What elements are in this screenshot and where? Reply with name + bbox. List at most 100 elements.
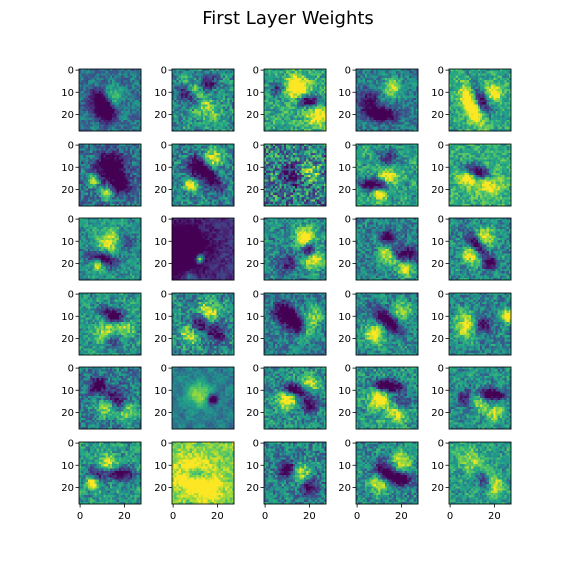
heat-cell [411, 128, 414, 132]
heat-cell [453, 117, 456, 121]
heat-cell [112, 192, 115, 196]
heat-cell [209, 111, 213, 114]
heat-cell [205, 159, 208, 163]
heat-cell [301, 108, 305, 112]
heat-cell [121, 155, 124, 158]
heat-cell [290, 88, 294, 92]
heat-cell [209, 155, 213, 158]
heat-cell [317, 93, 320, 96]
heat-cell [105, 71, 109, 74]
heat-cell [277, 126, 280, 130]
heat-cell [218, 119, 222, 123]
heat-cell [506, 88, 510, 92]
heat-cell [107, 124, 111, 127]
heat-cell [497, 117, 501, 121]
heat-cell [317, 119, 320, 123]
heat-cell [118, 111, 122, 114]
heat-cell [116, 122, 120, 125]
heat-cell [477, 119, 481, 123]
heat-cell [121, 82, 124, 85]
heat-cell [391, 108, 394, 112]
heat-cell [92, 199, 95, 202]
heat-cell [227, 115, 230, 119]
heat-cell [90, 170, 93, 174]
heat-cell [185, 150, 188, 154]
heat-cell [94, 108, 98, 112]
heat-cell [266, 113, 269, 116]
heat-cell [457, 108, 461, 112]
heat-cell [90, 148, 93, 151]
heat-cell [504, 117, 507, 121]
heat-cell [360, 124, 363, 127]
heat-cell [105, 82, 109, 85]
heat-cell [121, 161, 124, 165]
heat-cell [268, 126, 271, 130]
heat-cell [174, 73, 177, 76]
heat-cell [495, 80, 499, 83]
heat-cell [270, 69, 274, 72]
heat-cell [98, 91, 102, 94]
heat-cell [90, 126, 93, 130]
heat-cell [409, 80, 412, 83]
heat-cell [402, 69, 406, 72]
heat-cell [497, 122, 501, 125]
heat-cell [371, 106, 375, 110]
heat-cell [389, 71, 392, 74]
heat-cell [92, 188, 95, 191]
heat-cell [87, 117, 91, 121]
heat-cell [79, 93, 82, 96]
heat-cell [203, 124, 206, 127]
heat-cell [118, 84, 122, 88]
heat-cell [415, 113, 419, 116]
heat-cell [453, 69, 456, 72]
heat-cell [475, 80, 479, 83]
heat-cell [103, 181, 106, 185]
heat-cell [375, 73, 379, 76]
heat-cell [101, 163, 104, 167]
heat-cell [121, 124, 124, 127]
heat-cell [295, 117, 298, 121]
heat-cell [308, 73, 311, 76]
heat-cell [105, 126, 109, 130]
heat-cell [288, 97, 291, 101]
heat-cell [98, 108, 102, 112]
heat-cell [321, 93, 325, 96]
heat-cell [116, 199, 120, 202]
heat-cell [132, 201, 135, 205]
heat-cell [209, 100, 213, 103]
heat-cell [367, 93, 370, 96]
heat-cell [107, 150, 111, 154]
heat-cell [290, 80, 294, 83]
heat-cell [292, 122, 296, 125]
heat-cell [92, 75, 95, 79]
heat-cell [118, 203, 122, 207]
heat-cell [457, 102, 461, 105]
heat-cell [114, 97, 117, 101]
heat-cell [174, 122, 177, 125]
heat-cell [286, 115, 289, 119]
heat-cell [415, 91, 419, 94]
heat-cell [499, 108, 503, 112]
heat-cell [121, 179, 124, 182]
heat-cell [185, 119, 188, 123]
heat-cell [200, 106, 204, 110]
heat-cell [203, 152, 206, 156]
heat-cell [112, 122, 115, 125]
heat-cell [189, 75, 193, 79]
heat-cell [301, 73, 305, 76]
heat-cell [209, 104, 213, 107]
heat-cell [398, 75, 401, 79]
heat-cell [404, 80, 408, 83]
heat-cell [290, 69, 294, 72]
heat-cell [451, 117, 454, 121]
heat-cell [292, 95, 296, 99]
heat-cell [306, 80, 309, 83]
heat-cell [384, 113, 388, 116]
heat-cell [482, 91, 485, 94]
heat-cell [125, 155, 129, 158]
heat-cell [200, 88, 204, 92]
heat-cell [203, 117, 206, 121]
heat-cell [281, 71, 285, 74]
heat-cell [480, 93, 483, 96]
heat-cell [373, 119, 377, 123]
